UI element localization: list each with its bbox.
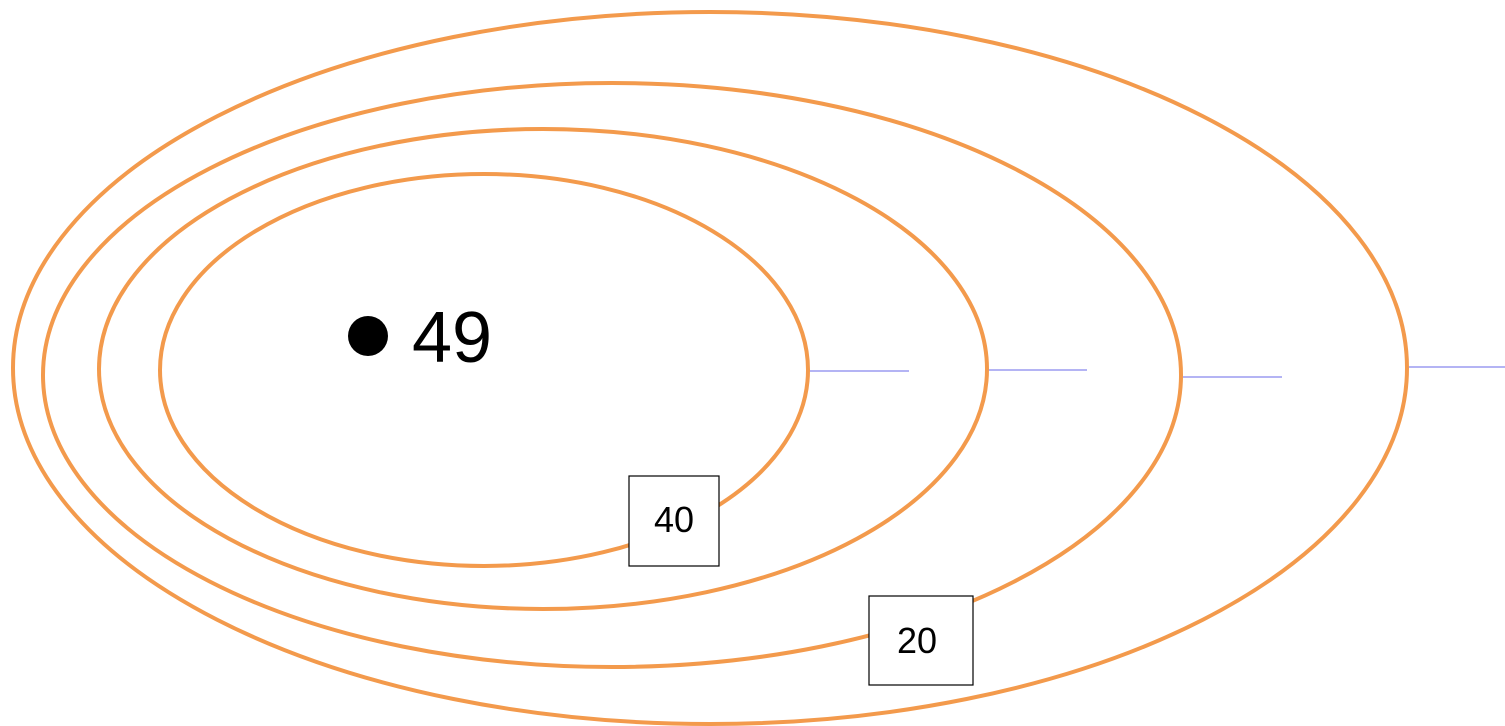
value-box-40: 40 — [628, 475, 720, 567]
center-label: 49 — [412, 298, 492, 378]
value-box-40-label: 40 — [654, 499, 694, 540]
ring-3 — [41, 81, 1183, 669]
value-box-20-label: 20 — [897, 620, 937, 661]
ring-2 — [97, 127, 989, 611]
ring-1-inner — [158, 172, 810, 568]
center-dot — [348, 316, 388, 356]
ring-4-outer — [11, 10, 1409, 726]
value-box-20-frame — [868, 595, 974, 686]
value-box-40-frame — [628, 475, 720, 567]
value-box-20: 20 — [868, 595, 974, 686]
